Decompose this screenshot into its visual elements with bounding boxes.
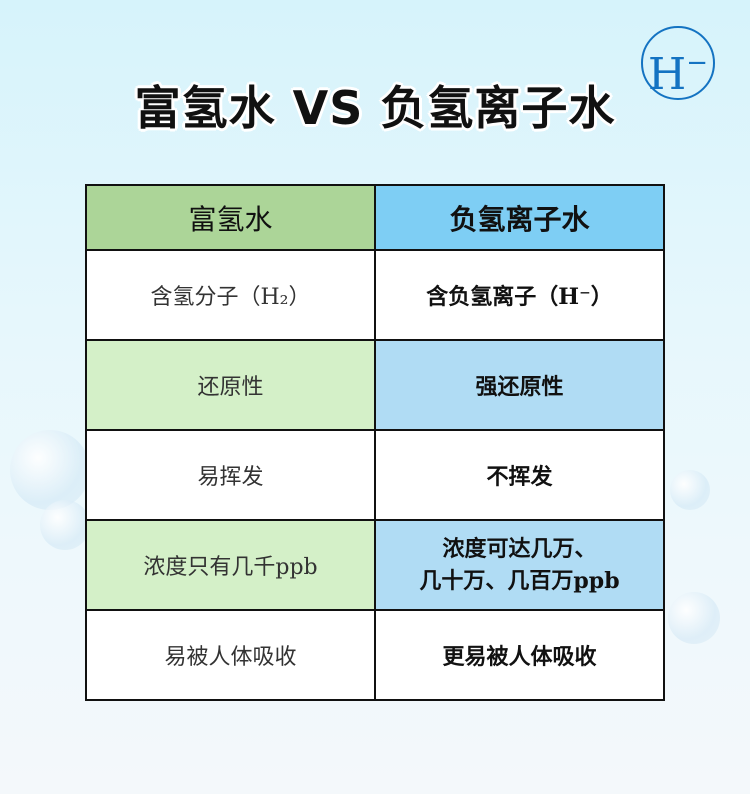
- h-minus-logo: H−: [641, 26, 715, 100]
- cell-right: 强还原性: [374, 339, 665, 431]
- cell-left: 含氢分子（H₂）: [85, 249, 376, 341]
- cell-right: 更易被人体吸收: [374, 609, 665, 701]
- cell-right: 不挥发: [374, 429, 665, 521]
- cell-right: 含负氢离子（H⁻）: [374, 249, 665, 341]
- cell-left: 易挥发: [85, 429, 376, 521]
- page-title: 富氢水 VS 负氢离子水: [134, 81, 616, 135]
- bubble-decoration: [40, 500, 90, 550]
- header-negative-hydrogen-water: 负氢离子水: [374, 184, 665, 251]
- cell-left: 易被人体吸收: [85, 609, 376, 701]
- bubble-decoration: [670, 470, 710, 510]
- bubble-decoration: [10, 430, 90, 510]
- cell-left: 浓度只有几千ppb: [85, 519, 376, 611]
- table-row: 易挥发 不挥发: [85, 429, 665, 521]
- table-row: 浓度只有几千ppb 浓度可达几万、 几十万、几百万ppb: [85, 519, 665, 611]
- comparison-table: 富氢水 负氢离子水 含氢分子（H₂） 含负氢离子（H⁻） 还原性 强还原性 易挥…: [85, 184, 665, 701]
- table-header-row: 富氢水 负氢离子水: [85, 184, 665, 251]
- table-row: 还原性 强还原性: [85, 339, 665, 431]
- header-hydrogen-rich-water: 富氢水: [85, 184, 376, 251]
- bubble-decoration: [668, 592, 720, 644]
- cell-right: 浓度可达几万、 几十万、几百万ppb: [374, 519, 665, 611]
- table-row: 含氢分子（H₂） 含负氢离子（H⁻）: [85, 249, 665, 341]
- table-row: 易被人体吸收 更易被人体吸收: [85, 609, 665, 701]
- cell-left: 还原性: [85, 339, 376, 431]
